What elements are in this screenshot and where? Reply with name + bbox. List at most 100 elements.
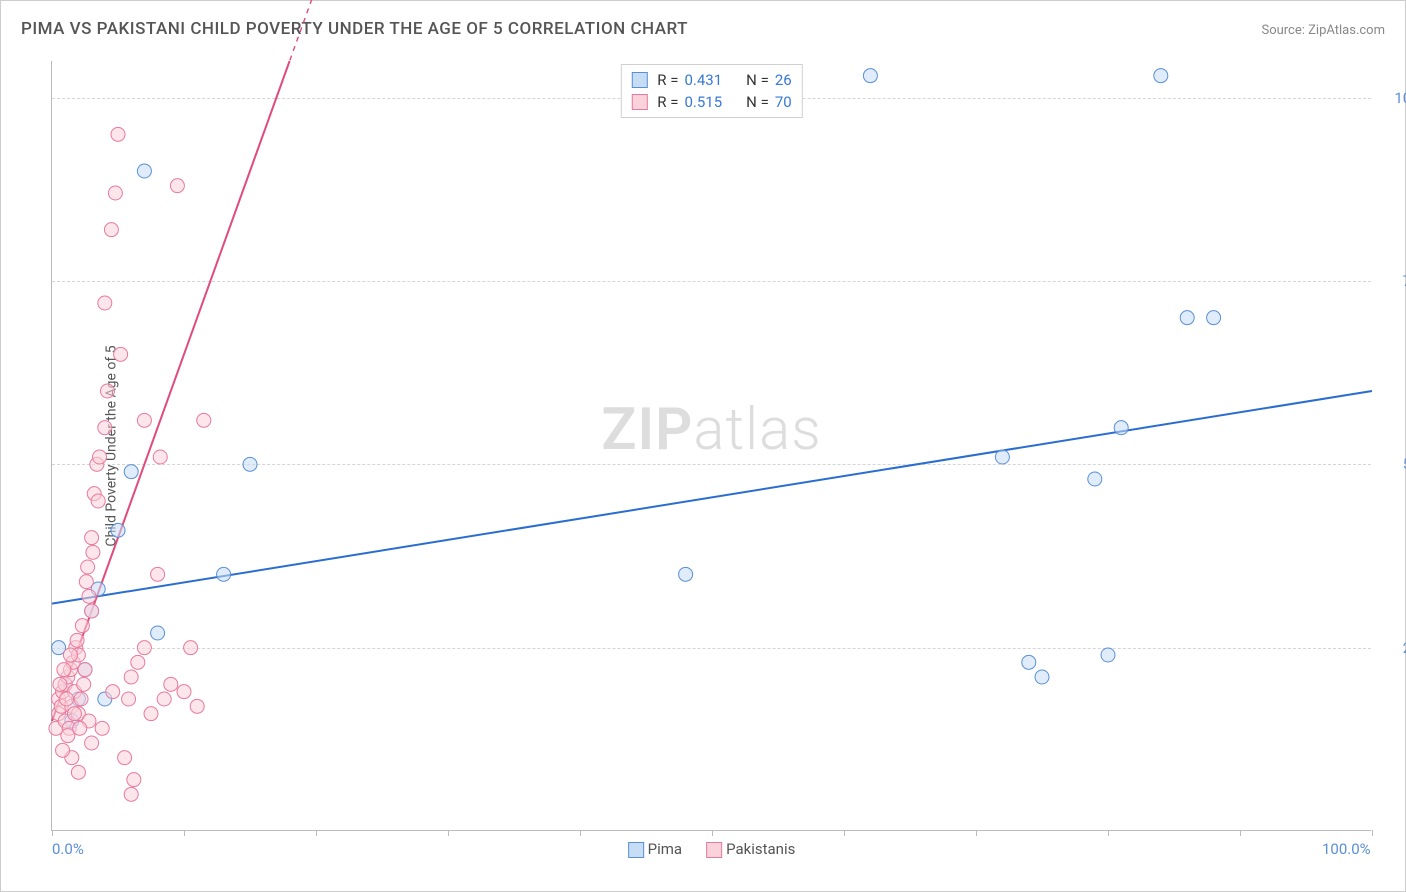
x-tick — [976, 830, 977, 836]
data-point — [122, 692, 136, 706]
data-point — [217, 567, 231, 581]
data-point — [1101, 648, 1115, 662]
data-point — [190, 699, 204, 713]
r-value: 0.431 — [684, 71, 722, 89]
data-point — [77, 677, 91, 691]
data-point — [95, 721, 109, 735]
data-point — [151, 567, 165, 581]
data-point — [124, 465, 138, 479]
data-point — [127, 773, 141, 787]
data-point — [70, 633, 84, 647]
data-point — [170, 179, 184, 193]
legend-item: Pakistanis — [706, 840, 795, 858]
legend-correlation: R = 0.431 N = 26 R = 0.515 N = 70 — [620, 64, 802, 118]
chart-container: PIMA VS PAKISTANI CHILD POVERTY UNDER TH… — [0, 0, 1406, 892]
x-tick — [1372, 830, 1373, 836]
data-point — [124, 787, 138, 801]
x-tick — [184, 830, 185, 836]
x-tick — [844, 830, 845, 836]
data-point — [100, 384, 114, 398]
data-point — [131, 655, 145, 669]
x-tick-label: 100.0% — [1322, 840, 1371, 858]
data-point — [104, 223, 118, 237]
data-point — [73, 721, 87, 735]
y-tick-label: 100.0% — [1394, 89, 1406, 107]
data-point — [1154, 69, 1168, 83]
data-point — [56, 743, 70, 757]
x-tick — [712, 830, 713, 836]
data-point — [86, 545, 100, 559]
data-point — [108, 186, 122, 200]
data-point — [184, 641, 198, 655]
data-point — [67, 707, 81, 721]
data-point — [151, 626, 165, 640]
data-point — [118, 751, 132, 765]
data-point — [1035, 670, 1049, 684]
data-point — [157, 692, 171, 706]
data-point — [197, 413, 211, 427]
data-point — [137, 641, 151, 655]
source-label: Source: ZipAtlas.com — [1261, 23, 1385, 38]
x-tick — [1108, 830, 1109, 836]
legend-label: Pima — [648, 840, 682, 858]
legend-swatch — [631, 72, 647, 88]
data-point — [177, 685, 191, 699]
data-point — [137, 413, 151, 427]
n-value: 70 — [775, 93, 792, 111]
data-point — [98, 296, 112, 310]
data-point — [114, 347, 128, 361]
data-point — [1114, 421, 1128, 435]
r-label: R = — [657, 71, 678, 89]
data-point — [111, 523, 125, 537]
n-label: N = — [746, 71, 769, 89]
data-point — [91, 494, 105, 508]
data-point — [111, 127, 125, 141]
r-label: R = — [657, 93, 678, 111]
data-point — [79, 575, 93, 589]
data-point — [137, 164, 151, 178]
data-point — [144, 707, 158, 721]
legend-item: Pima — [628, 840, 682, 858]
r-value: 0.515 — [684, 93, 722, 111]
data-point — [57, 663, 71, 677]
legend-row: R = 0.431 N = 26 — [631, 69, 791, 91]
data-point — [85, 604, 99, 618]
data-point — [1022, 655, 1036, 669]
data-point — [98, 421, 112, 435]
data-point — [71, 765, 85, 779]
data-point — [60, 692, 74, 706]
x-tick — [52, 830, 53, 836]
chart-title: PIMA VS PAKISTANI CHILD POVERTY UNDER TH… — [21, 19, 688, 39]
data-point — [1180, 311, 1194, 325]
data-point — [164, 677, 178, 691]
n-label: N = — [746, 93, 769, 111]
data-point — [106, 685, 120, 699]
plot-svg — [52, 61, 1371, 830]
data-point — [81, 560, 95, 574]
x-tick-label: 0.0% — [52, 840, 84, 858]
data-point — [74, 692, 88, 706]
data-point — [153, 450, 167, 464]
data-point — [243, 457, 257, 471]
data-point — [63, 648, 77, 662]
data-point — [1088, 472, 1102, 486]
legend-swatch — [631, 94, 647, 110]
data-point — [85, 736, 99, 750]
legend-label: Pakistanis — [726, 840, 795, 858]
x-tick — [580, 830, 581, 836]
x-tick — [316, 830, 317, 836]
data-point — [93, 450, 107, 464]
data-point — [78, 663, 92, 677]
x-tick — [1240, 830, 1241, 836]
legend-swatch — [628, 842, 644, 858]
data-point — [75, 619, 89, 633]
x-tick — [448, 830, 449, 836]
data-point — [124, 670, 138, 684]
plot-area: ZIPatlas 25.0%50.0%75.0%100.0% 0.0%100.0… — [51, 61, 1371, 831]
legend-swatch — [706, 842, 722, 858]
trend-line — [52, 391, 1372, 604]
n-value: 26 — [775, 71, 792, 89]
legend-row: R = 0.515 N = 70 — [631, 91, 791, 113]
data-point — [82, 589, 96, 603]
data-point — [679, 567, 693, 581]
